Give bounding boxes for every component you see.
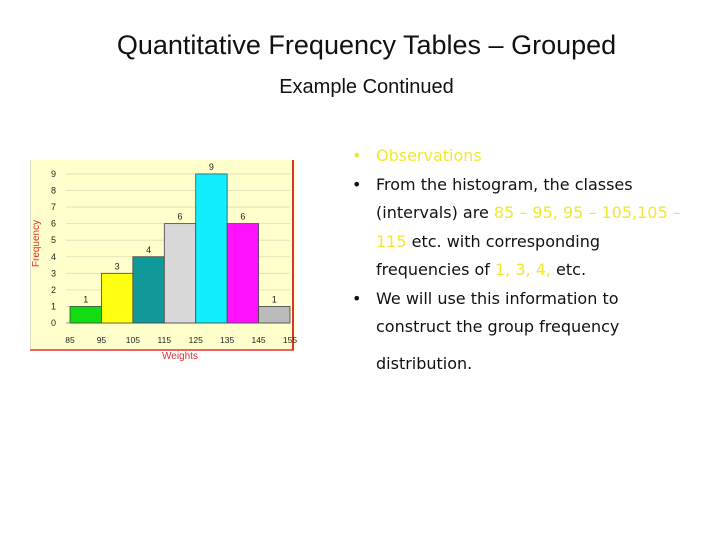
y-tick-label: 6 [51,219,56,229]
bullet-text: From the histogram, the classes (interva… [376,174,633,223]
x-tick-label: 155 [283,335,297,345]
y-ticks-group: 0 1 2 3 4 5 6 7 8 9 [51,169,56,328]
x-tick-label: 115 [158,335,172,345]
bullet-marker: • [352,174,362,194]
y-tick-label: 7 [51,202,56,212]
x-tick-label: 135 [220,335,234,345]
highlight-frequencies: 1, 3, 4, [495,260,551,279]
histogram-bar [226,223,259,324]
y-axis-label: Frequency [31,220,42,267]
bullet-marker: • [352,288,362,308]
y-tick-label: 4 [51,252,56,262]
histogram-bar [195,173,228,324]
x-ticks-group: 85 95 105 115 125 135 145 155 [65,335,297,345]
slide-title: Quantitative Frequency Tables – Grouped [116,30,617,60]
x-axis-label: Weights [162,351,198,362]
bar-labels-group: 1 3 4 6 9 6 1 [83,162,277,305]
bullet-text: distribution. [376,353,473,373]
bar-value-label: 4 [146,245,151,255]
bullet-text: Observations [376,146,482,165]
histogram-bar [101,272,134,324]
bullet-item-construct: • We will use this information to constr… [352,285,697,379]
y-tick-label: 1 [51,301,56,311]
bullet-item-observations: • Observations [352,142,697,171]
x-tick-label: 85 [65,335,75,345]
histogram-bar [132,256,165,324]
bar-value-label: 1 [83,294,88,304]
y-tick-label: 0 [51,318,56,328]
bars-group [69,173,291,324]
slide-subtitle: Example Continued [279,76,454,98]
bar-value-label: 9 [209,162,214,172]
bullet-text: etc. with corresponding frequencies of [376,231,601,280]
y-tick-label: 5 [51,235,56,245]
x-tick-label: 125 [189,335,203,345]
bullet-marker: • [352,146,362,165]
histogram-chart: 1 3 4 6 9 6 1 0 1 2 3 4 5 6 7 8 9 85 95 105 115 125 135 145 15… [30,160,297,362]
bar-value-label: 6 [177,212,182,222]
y-tick-label: 9 [51,169,56,179]
bullet-list: • Observations • From the histogram, the… [352,142,697,378]
highlight-intervals: 85 – 95, 95 – 105,105 – 115 [376,203,681,251]
y-tick-label: 8 [51,186,56,196]
bar-value-label: 6 [240,212,245,222]
y-tick-label: 3 [51,268,56,278]
bullet-item-classes: • From the histogram, the classes (inter… [352,171,697,285]
x-tick-label: 95 [97,335,107,345]
bullet-text: We will use this information to construc… [376,288,620,337]
histogram-bar [163,223,197,324]
bar-value-label: 3 [115,261,120,271]
bar-value-label: 1 [272,294,277,304]
histogram-bar [258,306,291,324]
x-tick-label: 145 [251,335,265,345]
y-tick-label: 2 [51,285,56,295]
bullet-text: etc. [550,260,587,279]
histogram-bar [69,306,102,324]
x-tick-label: 105 [126,335,140,345]
